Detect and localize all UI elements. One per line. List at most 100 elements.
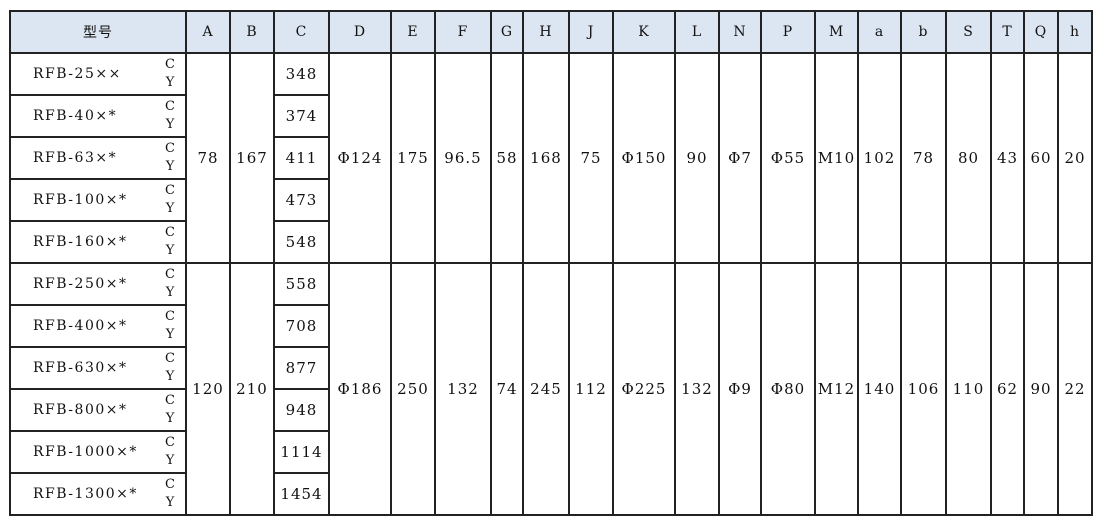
- table-row: RFB-250×* C Y 120 210 558 Φ186 250 132 74 245 112 Φ…: [9, 262, 1093, 516]
- y-label: Y: [165, 285, 176, 300]
- c-label: C: [165, 477, 176, 492]
- cell-B: 167: [229, 52, 275, 264]
- header-F: F: [434, 10, 492, 54]
- model-name: RFB-250×*: [33, 276, 128, 292]
- c-label: C: [165, 99, 176, 114]
- cell-C: 708: [273, 304, 330, 348]
- cell-T: 43: [990, 52, 1025, 264]
- cell-L: 90: [674, 52, 720, 264]
- header-H: H: [522, 10, 570, 54]
- cell-E: 175: [390, 52, 436, 264]
- model-name: RFB-63×*: [33, 150, 118, 166]
- c-label: C: [165, 351, 176, 366]
- c-label: C: [165, 183, 176, 198]
- c-label: C: [165, 141, 176, 156]
- model-name: RFB-1000×*: [33, 444, 138, 460]
- cell-C: 558: [273, 262, 330, 306]
- table-row: RFB-100×* C Y 473: [9, 178, 1092, 222]
- model-name: RFB-25××: [33, 66, 122, 82]
- cell-S: 80: [945, 52, 992, 264]
- cell-h: 22: [1057, 262, 1093, 516]
- cell-K: Φ225: [612, 262, 676, 516]
- cell-S: 110: [945, 262, 992, 516]
- cell-C: 1454: [273, 472, 330, 516]
- header-G: G: [490, 10, 524, 54]
- table-row: RFB-400×* C Y 708: [9, 304, 1092, 348]
- y-label: Y: [165, 453, 176, 468]
- cell-h: 20: [1057, 52, 1093, 264]
- header-h: h: [1057, 10, 1093, 54]
- y-label: Y: [165, 495, 176, 510]
- y-label: Y: [165, 369, 176, 384]
- header-P: P: [760, 10, 816, 54]
- cell-C: 548: [273, 220, 330, 264]
- cell-C: 348: [273, 52, 330, 96]
- cell-L: 132: [674, 262, 720, 516]
- header-Q: Q: [1023, 10, 1059, 54]
- cell-A: 120: [185, 262, 231, 516]
- model-name: RFB-630×*: [33, 360, 128, 376]
- cell-G: 74: [490, 262, 524, 516]
- table-row: RFB-160×* C Y 548: [9, 220, 1092, 264]
- cell-a: 140: [857, 262, 902, 516]
- table-row: RFB-40×* C Y 374: [9, 94, 1092, 138]
- header-N: N: [718, 10, 762, 54]
- y-label: Y: [165, 117, 176, 132]
- header-C: C: [273, 10, 330, 54]
- cell-Q: 90: [1023, 262, 1059, 516]
- cell-N: Φ9: [718, 262, 762, 516]
- c-label: C: [165, 393, 176, 408]
- cell-Q: 60: [1023, 52, 1059, 264]
- cell-M: M10: [814, 52, 859, 264]
- table-row: RFB-25×× C Y 78 167 348 Φ124 175 96.5 58 168 75 Φ15…: [9, 52, 1093, 264]
- header-D: D: [328, 10, 392, 54]
- cell-P: Φ55: [760, 52, 816, 264]
- cell-P: Φ80: [760, 262, 816, 516]
- model-name: RFB-40×*: [33, 108, 118, 124]
- cell-D: Φ124: [328, 52, 392, 264]
- cell-J: 75: [568, 52, 614, 264]
- y-label: Y: [165, 201, 176, 216]
- cell-C: 411: [273, 136, 330, 180]
- cell-C: 1114: [273, 430, 330, 474]
- header-T: T: [990, 10, 1025, 54]
- cell-C: 473: [273, 178, 330, 222]
- table-row: RFB-1000×* C Y 1114: [9, 430, 1092, 474]
- header-L: L: [674, 10, 720, 54]
- header-M: M: [814, 10, 859, 54]
- header-b: b: [900, 10, 947, 54]
- cell-J: 112: [568, 262, 614, 516]
- cell-K: Φ150: [612, 52, 676, 264]
- c-label: C: [165, 267, 176, 282]
- c-label: C: [165, 435, 176, 450]
- cell-A: 78: [185, 52, 231, 264]
- cell-F: 96.5: [434, 52, 492, 264]
- cell-D: Φ186: [328, 262, 392, 516]
- c-label: C: [165, 225, 176, 240]
- y-label: Y: [165, 243, 176, 258]
- cell-C: 948: [273, 388, 330, 432]
- header-model: 型号: [9, 10, 187, 54]
- model-name: RFB-100×*: [33, 192, 128, 208]
- model-name: RFB-800×*: [33, 402, 128, 418]
